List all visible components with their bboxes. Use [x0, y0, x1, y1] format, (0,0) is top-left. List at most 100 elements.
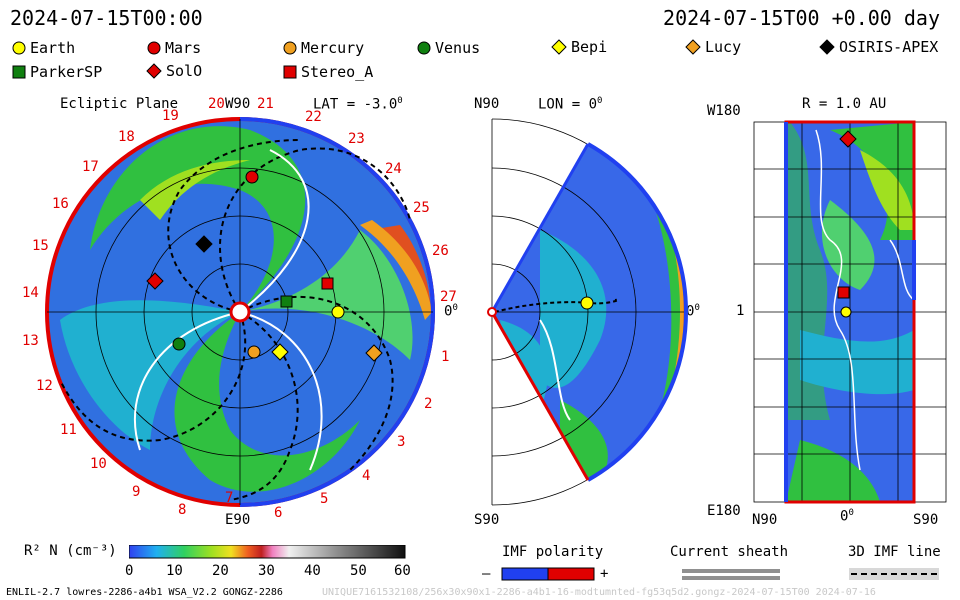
imf-line-title: 3D IMF line [848, 544, 941, 560]
earth-marker[interactable] [331, 305, 345, 319]
meridional-earth-marker[interactable] [580, 296, 594, 310]
legend-bepi: Bepi [551, 38, 607, 56]
colorbar-label: R² N (cm⁻³) [24, 543, 117, 559]
legend-lucy: Lucy [685, 38, 741, 56]
circle-marker-icon [147, 41, 161, 55]
osiris-apex-marker[interactable] [195, 235, 213, 253]
w180-label: W180 [707, 103, 741, 119]
circle-marker-icon [12, 41, 26, 55]
colorbar-tick-40: 40 [304, 563, 321, 579]
latitude-label: LAT = -3.00 [313, 96, 403, 113]
circle-marker-icon [283, 41, 297, 55]
ecliptic-number-10: 10 [90, 456, 107, 472]
colorbar-tick-50: 50 [350, 563, 367, 579]
ecliptic-number-14: 14 [22, 285, 39, 301]
s90-label: S90 [474, 512, 500, 528]
model-footer: ENLIL-2.7 lowres-2286-a4b1 WSA_V2.2 GONG… [6, 587, 283, 598]
square-marker-icon [12, 65, 26, 79]
colorbar-tick-30: 30 [258, 563, 275, 579]
radial-density [786, 122, 914, 502]
square-marker-icon [283, 65, 297, 79]
ecliptic-number-25: 25 [413, 200, 430, 216]
ecliptic-number-7: 7 [225, 490, 234, 506]
legend-parkersp: ParkerSP [12, 63, 102, 81]
ecliptic-number-8: 8 [178, 502, 187, 518]
ecliptic-number-19: 19 [162, 108, 179, 124]
ecliptic-number-9: 9 [132, 484, 141, 500]
radius-label: R = 1.0 AU [802, 96, 887, 112]
left-timestamp: 2024-07-15T00:00 [10, 6, 203, 30]
lucy-marker[interactable] [365, 344, 383, 362]
bepi-marker[interactable] [271, 343, 289, 361]
ecliptic-number-17: 17 [82, 159, 99, 175]
ecliptic-title: Ecliptic Plane [60, 96, 179, 112]
radial-earth-marker[interactable] [840, 306, 852, 318]
ecliptic-number-21: 21 [257, 96, 274, 112]
ecliptic-number-12: 12 [36, 378, 53, 394]
ecliptic-number-5: 5 [320, 491, 329, 507]
zero-longitude-label: 00 [444, 303, 458, 320]
parkersp-marker[interactable] [280, 295, 293, 308]
watermark: UNIQUE7161532108/256x30x90x1-2286-a4b1-1… [322, 587, 876, 598]
ecliptic-number-13: 13 [22, 333, 39, 349]
radial-mid-label: 1 [736, 303, 745, 319]
current-sheath-title: Current sheath [670, 544, 789, 560]
diamond-marker-icon [551, 39, 567, 55]
ecliptic-number-23: 23 [348, 131, 365, 147]
ecliptic-number-6: 6 [274, 505, 283, 521]
colorbar-tick-20: 20 [212, 563, 229, 579]
sun-marker [229, 301, 251, 323]
ecliptic-number-20: 20 [208, 96, 225, 112]
legend-mars: Mars [147, 39, 201, 57]
e180-label: E180 [707, 503, 741, 519]
ecliptic-number-26: 26 [432, 243, 449, 259]
ecliptic-number-18: 18 [118, 129, 135, 145]
current-sheath-lines [134, 149, 323, 471]
w90-label: W90 [225, 96, 251, 112]
ecliptic-number-15: 15 [32, 238, 49, 254]
legend-solo: SolO [146, 62, 202, 80]
legend-venus: Venus [417, 39, 480, 57]
legend-stereo-a: Stereo_A [283, 63, 373, 81]
colorbar [129, 545, 406, 559]
current-sheath-swatch [682, 569, 780, 580]
mars-marker[interactable] [245, 170, 259, 184]
imf-polarity-title: IMF polarity [502, 544, 604, 560]
n90-label: N90 [474, 96, 500, 112]
ecliptic-number-22: 22 [305, 109, 322, 125]
colorbar-tick-0: 0 [125, 563, 134, 579]
radial-zero-label: 00 [840, 508, 854, 525]
radial-s90-label: S90 [913, 512, 939, 528]
e90-label: E90 [225, 512, 251, 528]
ecliptic-number-4: 4 [362, 468, 371, 484]
legend-mercury: Mercury [283, 39, 364, 57]
solo-marker[interactable] [146, 272, 164, 290]
meridional-zero-label: 00 [686, 303, 700, 320]
ecliptic-number-27: 27 [440, 289, 457, 305]
imf-minus-label: – [482, 566, 491, 582]
legend-earth: Earth [12, 39, 75, 57]
colorbar-tick-60: 60 [394, 563, 411, 579]
radial-solo-marker[interactable] [839, 130, 857, 148]
ecliptic-number-3: 3 [397, 434, 406, 450]
radial-stereo-a-marker[interactable] [837, 286, 850, 299]
ecliptic-number-11: 11 [60, 422, 77, 438]
radial-n90-label: N90 [752, 512, 778, 528]
mercury-marker[interactable] [247, 345, 261, 359]
imf-line-swatch [849, 568, 939, 580]
imf-polarity-bar [501, 567, 595, 581]
circle-marker-icon [417, 41, 431, 55]
ecliptic-number-24: 24 [385, 161, 402, 177]
stereo-a-marker[interactable] [321, 277, 334, 290]
diamond-marker-icon [819, 39, 835, 55]
imf-plus-label: + [600, 566, 609, 582]
meridional-imf-line [494, 298, 620, 313]
venus-marker[interactable] [172, 337, 186, 351]
diamond-marker-icon [685, 39, 701, 55]
right-timestamp: 2024-07-15T00 +0.00 day [663, 6, 940, 30]
ecliptic-number-2: 2 [424, 396, 433, 412]
colorbar-tick-10: 10 [166, 563, 183, 579]
